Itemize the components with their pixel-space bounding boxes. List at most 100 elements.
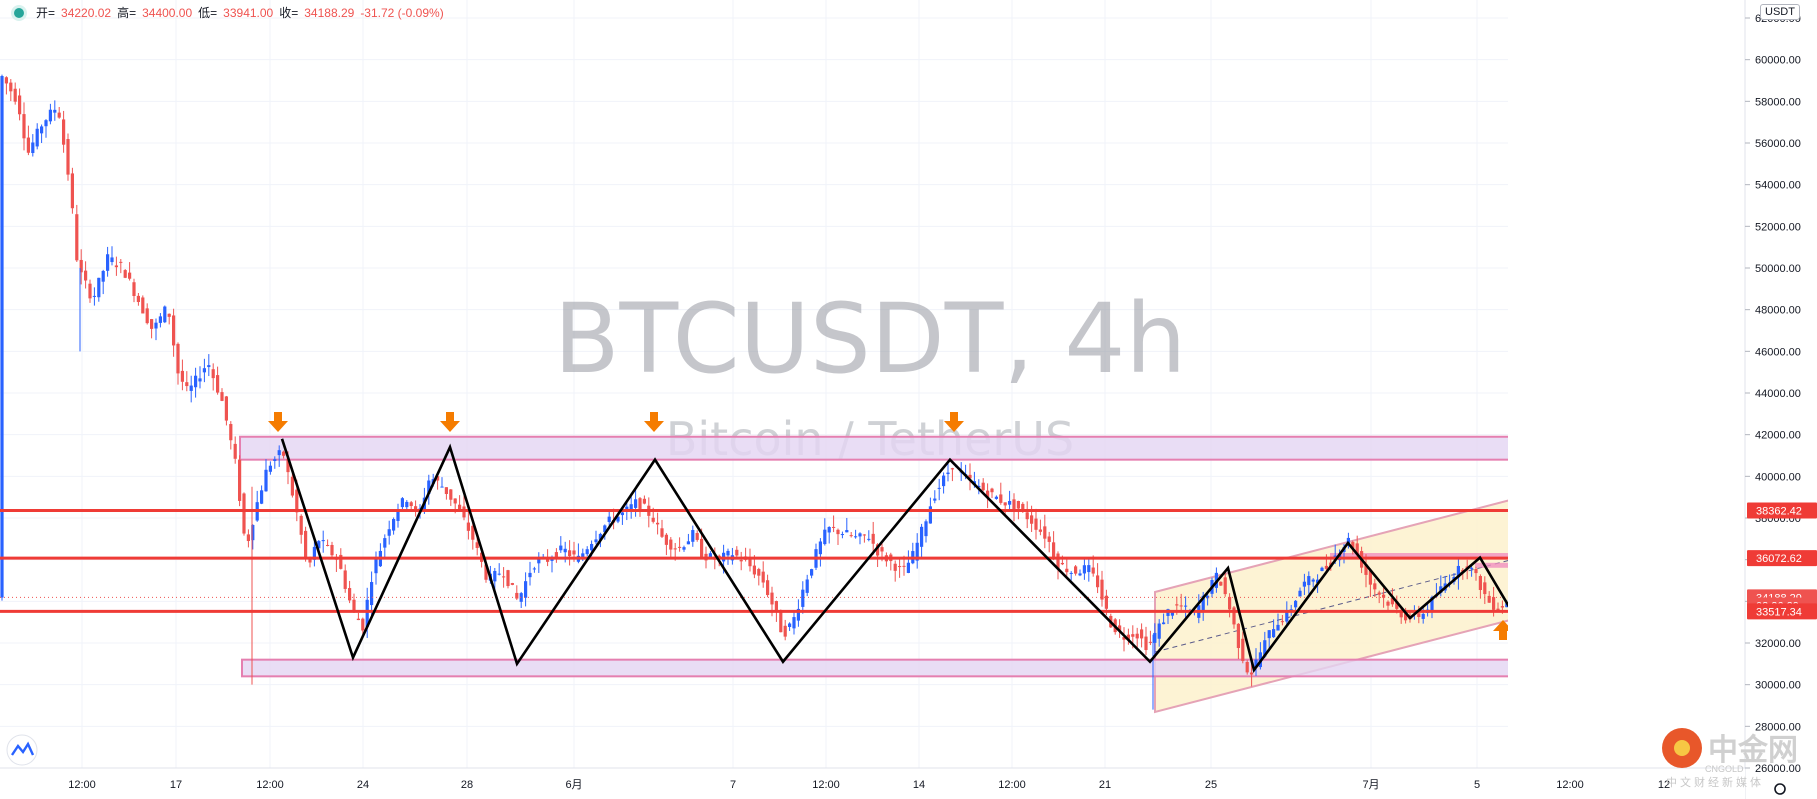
candle-body <box>669 539 673 550</box>
candle-body <box>867 538 871 540</box>
candle-body <box>770 592 774 605</box>
candle-body <box>383 538 387 548</box>
candle-body <box>862 534 866 536</box>
candle-body <box>1298 590 1302 597</box>
candle-body <box>339 554 343 569</box>
candle-body <box>937 487 941 489</box>
candle-body <box>1280 621 1284 623</box>
low-label: 低= <box>198 6 218 20</box>
candle-body <box>757 569 761 576</box>
candle-body <box>497 573 501 575</box>
candle-body <box>1377 592 1381 595</box>
candle-body <box>251 525 255 541</box>
candle-body <box>119 261 123 263</box>
candle-body <box>1131 634 1135 637</box>
price-tick-label: 52000.00 <box>1755 221 1801 233</box>
currency-button[interactable]: USDT <box>1760 4 1800 20</box>
candle-body <box>1170 612 1174 616</box>
down-arrow-icon <box>644 412 664 432</box>
candle-body <box>550 559 554 561</box>
candle-body <box>1030 515 1034 524</box>
price-tick-label: 40000.00 <box>1755 471 1801 483</box>
candle-body <box>572 550 576 555</box>
price-scale[interactable] <box>1508 0 1817 768</box>
ohlc-legend: 开= 34220.02 高= 34400.00 低= 33941.00 收= 34188… <box>14 4 444 21</box>
candle-body <box>1382 594 1386 598</box>
candle-body <box>163 306 167 323</box>
candle-body <box>695 533 699 540</box>
candle-body <box>1118 625 1122 632</box>
candle-body <box>664 534 668 545</box>
candle-body <box>277 450 281 456</box>
price-tick-label: 26000.00 <box>1755 763 1801 775</box>
candle-body <box>409 502 413 507</box>
time-tick-label: 24 <box>357 779 369 791</box>
time-scale[interactable] <box>0 768 1745 799</box>
candle-body <box>53 109 57 113</box>
candle-body <box>920 526 924 547</box>
candle-body <box>211 369 215 379</box>
candle-body <box>145 308 149 324</box>
candle-body <box>1487 595 1491 603</box>
change-value: -31.72 (-0.09%) <box>360 5 444 20</box>
candle-body <box>110 257 114 263</box>
candle-body <box>268 465 272 472</box>
candle-body <box>805 579 809 593</box>
high-value: 34400.00 <box>142 5 193 20</box>
price-tick-label: 30000.00 <box>1755 680 1801 692</box>
candle-body <box>70 173 74 209</box>
down-arrow-icon <box>440 412 460 432</box>
candle-body <box>1302 581 1306 587</box>
candle-body <box>264 469 268 492</box>
candle-body <box>836 529 840 535</box>
candle-body <box>246 534 250 542</box>
candle-body <box>440 486 444 488</box>
candle-body <box>1021 503 1025 510</box>
candle-body <box>471 525 475 540</box>
candle-body <box>1373 583 1377 590</box>
candle-body <box>634 499 638 508</box>
candle-body <box>1351 542 1355 549</box>
price-badge-label: 36072.62 <box>1756 553 1802 565</box>
candle-body <box>581 553 585 560</box>
candle-body <box>590 543 594 551</box>
candle-body <box>449 489 453 500</box>
candle-body <box>286 458 290 473</box>
candle-body <box>260 490 264 504</box>
candle-body <box>708 553 712 558</box>
candle-body <box>981 482 985 491</box>
down-arrow-icon <box>944 412 964 432</box>
candle-body <box>1047 536 1051 542</box>
candle-body <box>774 601 778 612</box>
candle-body <box>361 618 365 631</box>
candle-body <box>167 313 171 317</box>
candle-body <box>1368 570 1372 585</box>
close-label: 收= <box>279 6 299 20</box>
tv-logo-icon <box>11 741 35 756</box>
candle-body <box>1324 565 1328 569</box>
candle-body <box>48 109 52 122</box>
candle-body <box>1232 607 1236 625</box>
settings-gear-icon[interactable] <box>1774 783 1786 795</box>
candle-body <box>638 498 642 509</box>
candle-body <box>282 451 286 456</box>
price-badge <box>1747 603 1817 620</box>
candle-body <box>876 544 880 556</box>
high-label: 高= <box>117 6 137 20</box>
candle-body <box>1157 623 1161 639</box>
candle-body <box>792 617 796 629</box>
candle-body <box>977 485 981 488</box>
candle-body <box>823 529 827 545</box>
candle-body <box>854 536 858 538</box>
candle-body <box>123 270 127 278</box>
minor-zone <box>1330 553 1660 558</box>
price-badge-label: 38362.42 <box>1756 505 1802 517</box>
candle-body <box>686 541 690 545</box>
candle-body <box>172 315 176 346</box>
candle-body <box>682 547 686 550</box>
candle-body <box>502 576 506 578</box>
time-tick-label: 12:00 <box>998 779 1026 791</box>
candle-body <box>352 599 356 612</box>
